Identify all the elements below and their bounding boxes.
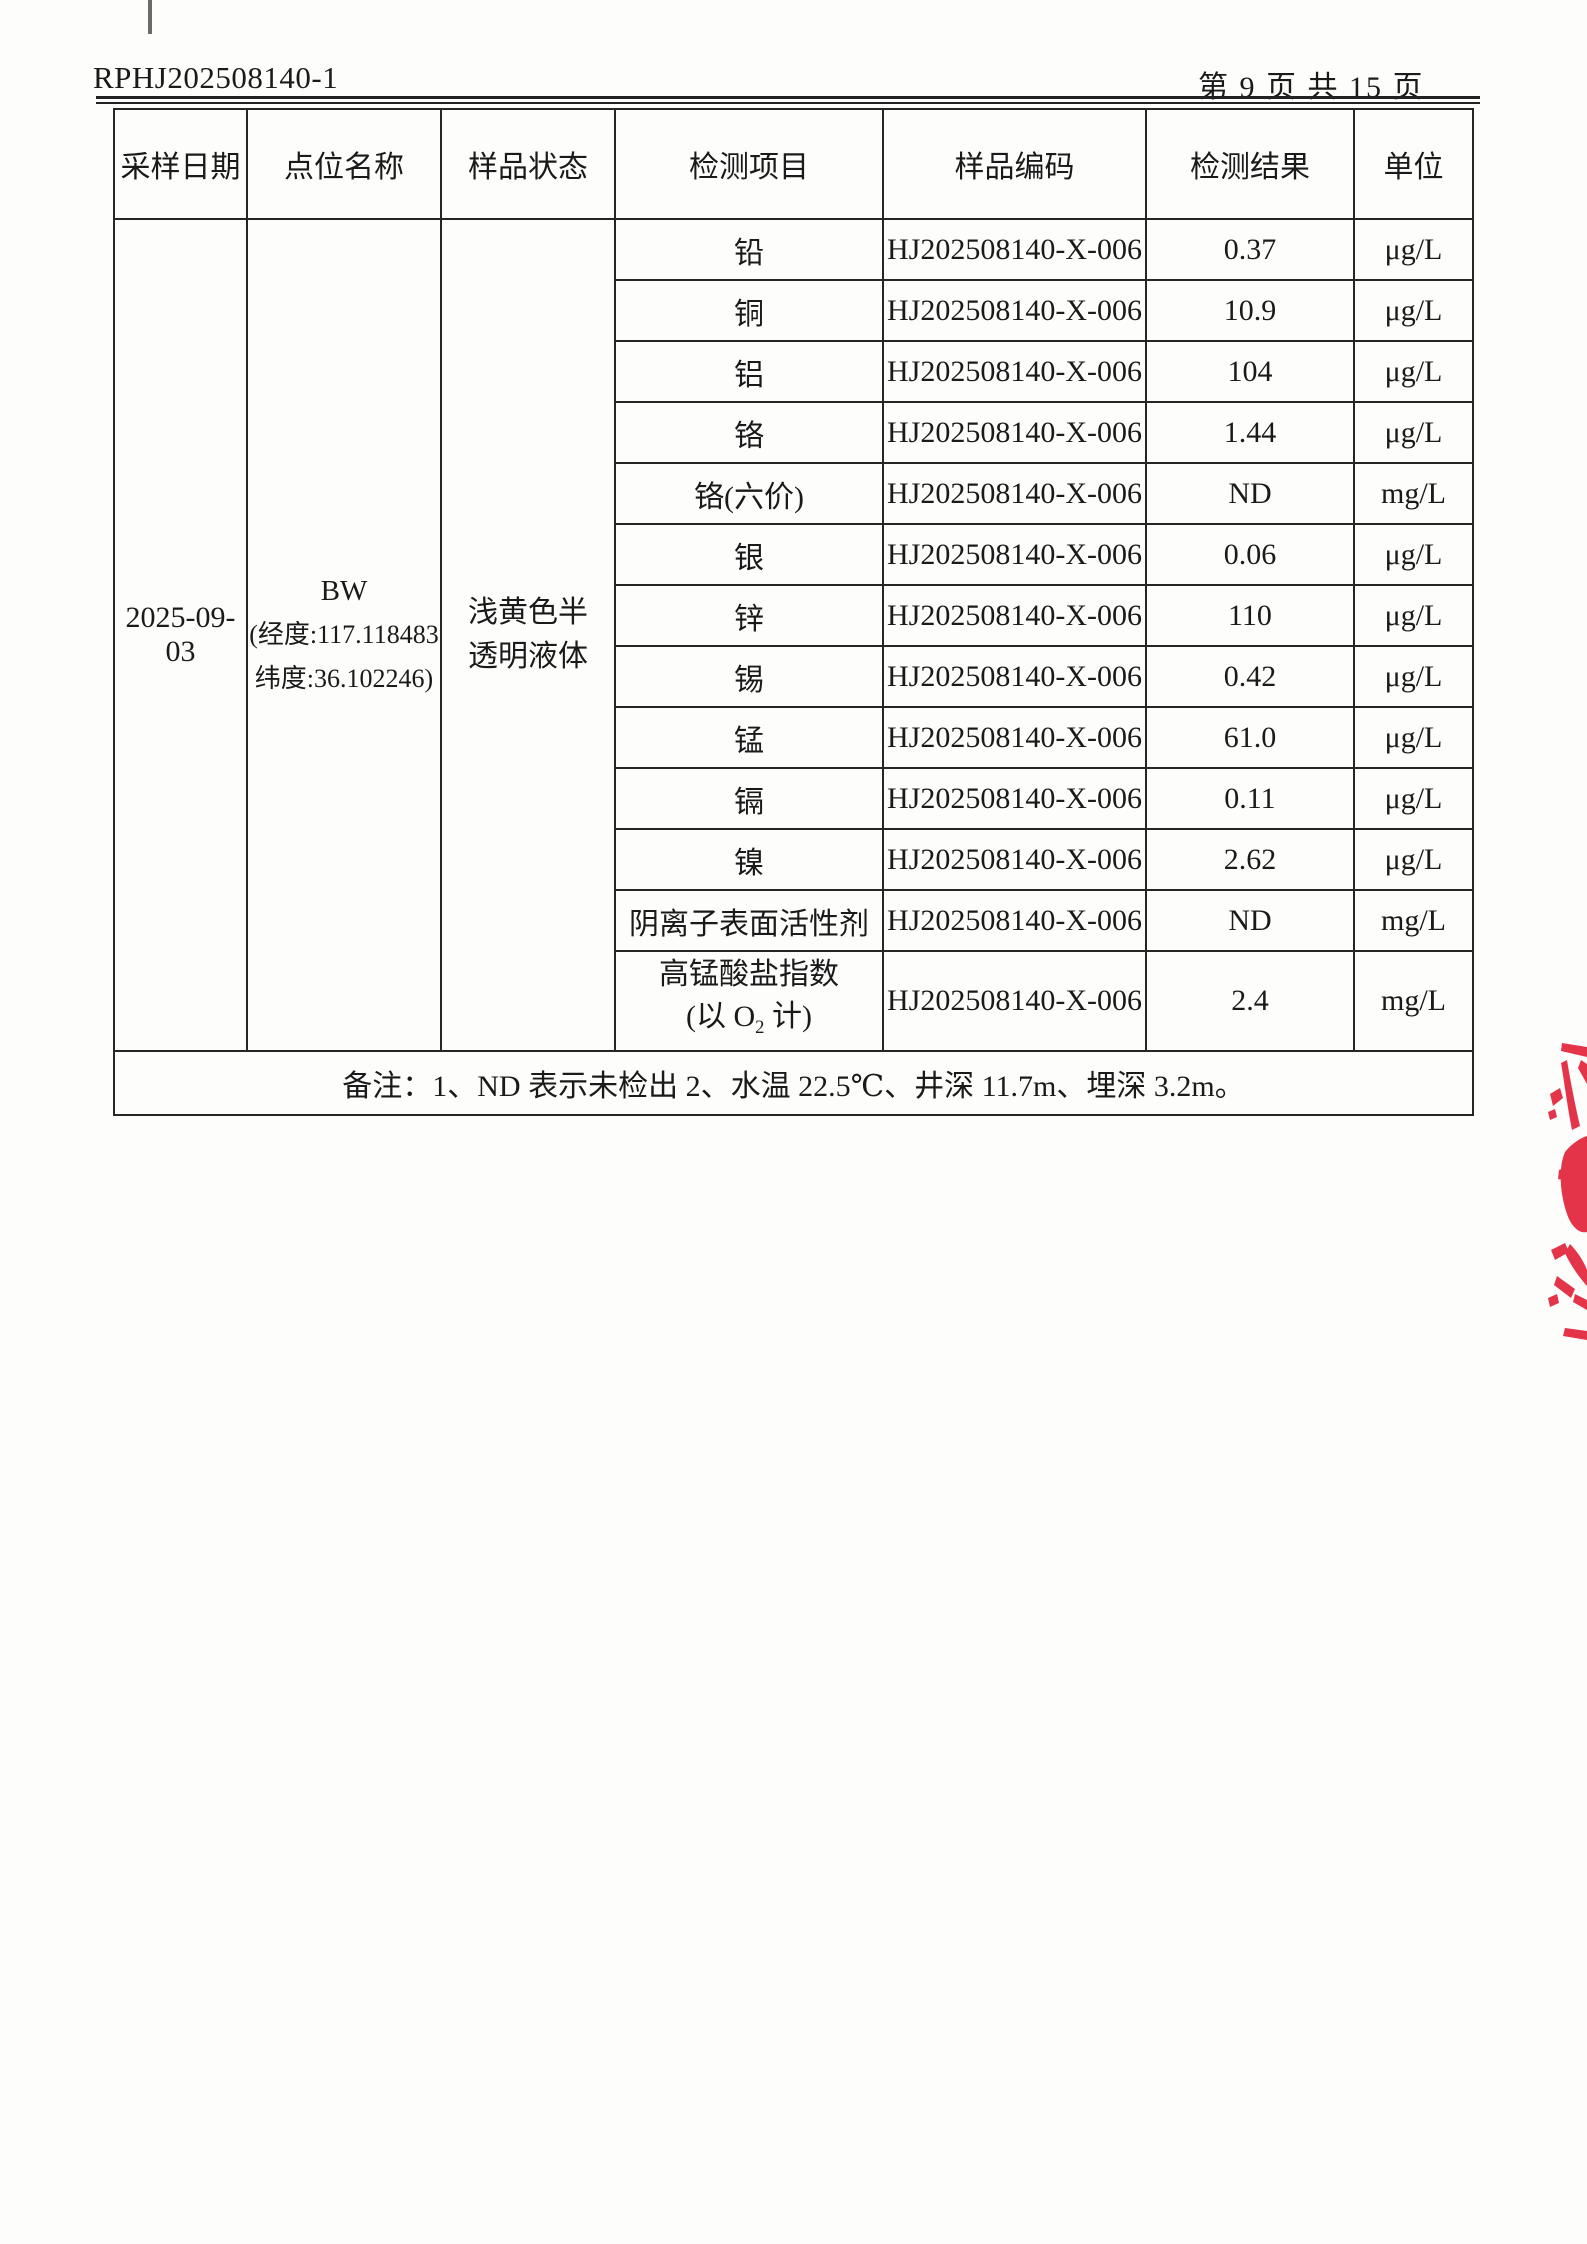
unit-cell: μg/L bbox=[1353, 584, 1474, 647]
result-cell: 10.9 bbox=[1145, 279, 1355, 342]
analyte-cell: 锌 bbox=[614, 584, 884, 647]
sample-date-cell: 2025-09-03 bbox=[113, 218, 248, 1052]
unit-cell: μg/L bbox=[1353, 401, 1474, 464]
unit-cell: mg/L bbox=[1353, 950, 1474, 1052]
column-header-sample-date: 采样日期 bbox=[113, 108, 248, 220]
result-cell: 2.62 bbox=[1145, 828, 1355, 891]
table-row: 锡 HJ202508140-X-006 0.42 μg/L bbox=[114, 645, 1474, 708]
unit-cell: μg/L bbox=[1353, 767, 1474, 830]
header-divider-rule bbox=[96, 96, 1480, 104]
column-header-sample-status: 样品状态 bbox=[440, 108, 616, 220]
result-cell: 104 bbox=[1145, 340, 1355, 403]
column-header-unit: 单位 bbox=[1353, 108, 1474, 220]
result-cell: 110 bbox=[1145, 584, 1355, 647]
unit-cell: μg/L bbox=[1353, 340, 1474, 403]
site-latitude: 纬度:36.102246) bbox=[254, 664, 434, 693]
table-row: 镍 HJ202508140-X-006 2.62 μg/L bbox=[114, 828, 1474, 891]
table-row: 铬(六价) HJ202508140-X-006 ND mg/L bbox=[114, 462, 1474, 525]
red-stamp-strokes bbox=[1548, 1043, 1587, 1340]
sample-code-cell: HJ202508140-X-006 bbox=[882, 828, 1147, 891]
report-number: RPHJ202508140-1 bbox=[93, 60, 339, 95]
analyte-cell: 高锰酸盐指数 (以 O2 计) bbox=[614, 950, 884, 1052]
result-cell: ND bbox=[1145, 462, 1355, 525]
unit-cell: mg/L bbox=[1353, 462, 1474, 525]
unit-cell: mg/L bbox=[1353, 889, 1474, 952]
analyte-line-2: (以 O2 计) bbox=[686, 999, 812, 1038]
analyte-cell: 铝 bbox=[614, 340, 884, 403]
sample-code-cell: HJ202508140-X-006 bbox=[882, 889, 1147, 952]
analyte-cell: 银 bbox=[614, 523, 884, 586]
unit-cell: μg/L bbox=[1353, 706, 1474, 769]
result-cell: 2.4 bbox=[1145, 950, 1355, 1052]
result-cell: ND bbox=[1145, 889, 1355, 952]
analyte-cell: 镉 bbox=[614, 767, 884, 830]
table-row: 镉 HJ202508140-X-006 0.11 μg/L bbox=[114, 767, 1474, 830]
analyte-cell: 锡 bbox=[614, 645, 884, 708]
table-row: 铝 HJ202508140-X-006 104 μg/L bbox=[114, 340, 1474, 403]
table-row: 铜 HJ202508140-X-006 10.9 μg/L bbox=[114, 279, 1474, 342]
unit-cell: μg/L bbox=[1353, 645, 1474, 708]
status-line-1: 浅黄色半 bbox=[468, 596, 588, 629]
sample-code-cell: HJ202508140-X-006 bbox=[882, 523, 1147, 586]
unit-cell: μg/L bbox=[1353, 218, 1474, 281]
result-cell: 0.11 bbox=[1145, 767, 1355, 830]
site-name-cell: BW (经度:117.118483 纬度:36.102246) bbox=[246, 218, 442, 1052]
table-row: 银 HJ202508140-X-006 0.06 μg/L bbox=[114, 523, 1474, 586]
table-row: 2025-09-03 BW (经度:117.118483 纬度:36.10224… bbox=[113, 218, 1474, 1052]
result-cell: 1.44 bbox=[1145, 401, 1355, 464]
table-row: 锌 HJ202508140-X-006 110 μg/L bbox=[114, 584, 1474, 647]
sample-code-cell: HJ202508140-X-006 bbox=[882, 340, 1147, 403]
unit-cell: μg/L bbox=[1353, 523, 1474, 586]
table-row: 阴离子表面活性剂 HJ202508140-X-006 ND mg/L bbox=[114, 889, 1474, 952]
column-header-sample-code: 样品编码 bbox=[882, 108, 1147, 220]
analyte-cell: 铬 bbox=[614, 401, 884, 464]
analyte-cell: 铅 bbox=[614, 218, 884, 281]
column-header-result: 检测结果 bbox=[1145, 108, 1355, 220]
unit-cell: μg/L bbox=[1353, 279, 1474, 342]
result-cell: 61.0 bbox=[1145, 706, 1355, 769]
analyte-cell: 锰 bbox=[614, 706, 884, 769]
status-line-2: 透明液体 bbox=[468, 640, 588, 673]
table-row: 高锰酸盐指数 (以 O2 计) HJ202508140-X-006 2.4 mg… bbox=[114, 950, 1474, 1052]
analyte-cell: 镍 bbox=[614, 828, 884, 891]
column-header-test-item: 检测项目 bbox=[614, 108, 884, 220]
sample-code-cell: HJ202508140-X-006 bbox=[882, 950, 1147, 1052]
sample-code-cell: HJ202508140-X-006 bbox=[882, 279, 1147, 342]
column-header-site-name: 点位名称 bbox=[246, 108, 442, 220]
sample-status-cell: 浅黄色半 透明液体 bbox=[440, 218, 616, 1052]
site-code: BW bbox=[320, 575, 368, 607]
analyte-cell: 铜 bbox=[614, 279, 884, 342]
result-cell: 0.06 bbox=[1145, 523, 1355, 586]
table-row: 锰 HJ202508140-X-006 61.0 μg/L bbox=[114, 706, 1474, 769]
site-longitude: (经度:117.118483 bbox=[249, 620, 439, 649]
sample-code-cell: HJ202508140-X-006 bbox=[882, 645, 1147, 708]
result-cell: 0.42 bbox=[1145, 645, 1355, 708]
sample-code-cell: HJ202508140-X-006 bbox=[882, 767, 1147, 830]
analyte-line-1: 高锰酸盐指数 bbox=[659, 957, 839, 991]
red-stamp-fragment bbox=[1545, 1038, 1587, 1350]
sample-code-cell: HJ202508140-X-006 bbox=[882, 584, 1147, 647]
table-header-row: 采样日期 点位名称 样品状态 检测项目 样品编码 检测结果 单位 bbox=[113, 108, 1474, 220]
scan-artifact-line bbox=[148, 0, 152, 34]
table-row: 铬 HJ202508140-X-006 1.44 μg/L bbox=[114, 401, 1474, 464]
analyte-cell: 阴离子表面活性剂 bbox=[614, 889, 884, 952]
result-cell: 0.37 bbox=[1145, 218, 1355, 281]
results-table: 采样日期 点位名称 样品状态 检测项目 样品编码 检测结果 单位 2025-09… bbox=[113, 108, 1474, 1116]
remarks-row: 备注：1、ND 表示未检出 2、水温 22.5℃、井深 11.7m、埋深 3.2… bbox=[113, 1050, 1474, 1116]
unit-cell: μg/L bbox=[1353, 828, 1474, 891]
sample-code-cell: HJ202508140-X-006 bbox=[882, 706, 1147, 769]
sample-code-cell: HJ202508140-X-006 bbox=[882, 218, 1147, 281]
analyte-cell: 铬(六价) bbox=[614, 462, 884, 525]
sample-code-cell: HJ202508140-X-006 bbox=[882, 462, 1147, 525]
remarks-text: 备注：1、ND 表示未检出 2、水温 22.5℃、井深 11.7m、埋深 3.2… bbox=[113, 1050, 1474, 1116]
sample-code-cell: HJ202508140-X-006 bbox=[882, 401, 1147, 464]
